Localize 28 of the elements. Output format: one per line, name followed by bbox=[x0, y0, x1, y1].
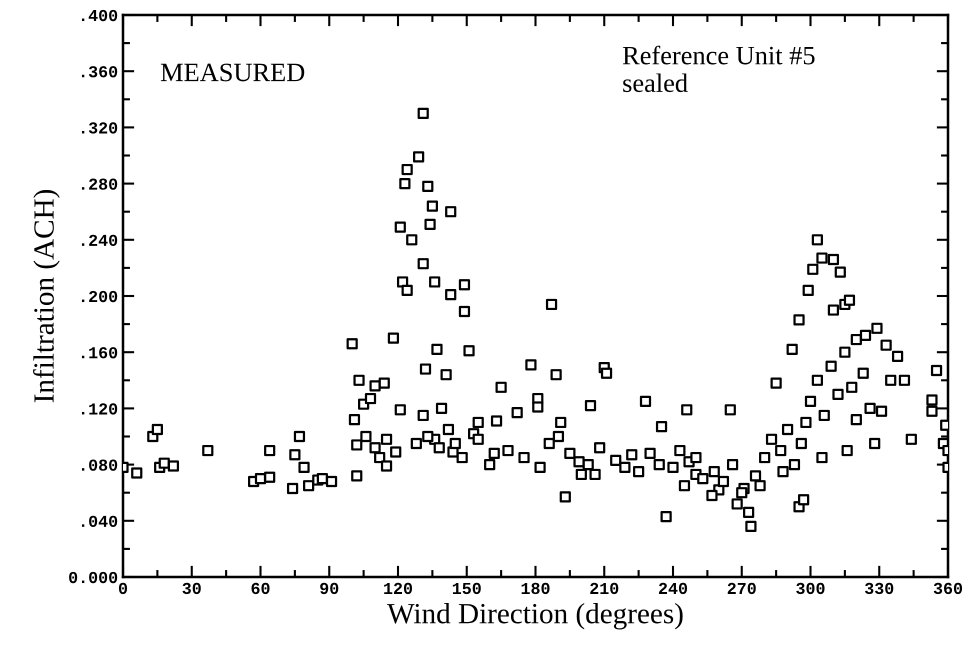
x-tick-label: 240 bbox=[658, 582, 688, 594]
y-tick-label: .120 bbox=[82, 403, 118, 415]
y-axis-title: Infiltration (ACH) bbox=[33, 190, 60, 402]
x-tick-label: 120 bbox=[384, 582, 412, 594]
y-tick-label: .080 bbox=[82, 459, 118, 471]
y-tick-label: .280 bbox=[82, 178, 118, 190]
x-tick-label: 180 bbox=[522, 582, 550, 594]
x-tick-label: 90 bbox=[320, 582, 338, 594]
x-tick-label: 360 bbox=[934, 582, 962, 594]
x-axis-title: Wind Direction (degrees) bbox=[387, 602, 683, 630]
y-tick-label: .360 bbox=[82, 66, 118, 78]
y-tick-label: .240 bbox=[82, 234, 118, 246]
y-tick-label: .160 bbox=[82, 347, 118, 358]
annotation: MEASURED bbox=[160, 64, 304, 82]
x-tick-label: 210 bbox=[590, 582, 618, 594]
y-tick-label: 0.000 bbox=[69, 572, 118, 584]
x-tick-label: 270 bbox=[728, 582, 756, 594]
y-tick-label: .200 bbox=[82, 290, 118, 302]
x-tick-label: 300 bbox=[796, 582, 825, 594]
x-tick-label: 60 bbox=[252, 582, 270, 594]
y-tick-label: .040 bbox=[82, 516, 118, 528]
x-tick-label: 30 bbox=[182, 582, 201, 594]
y-tick-label: .320 bbox=[82, 122, 118, 134]
annotation: Reference Unit #5 sealed bbox=[622, 46, 815, 92]
y-tick-label: .400 bbox=[82, 10, 118, 22]
x-tick-label: 0 bbox=[118, 582, 128, 594]
x-tick-label: 330 bbox=[865, 582, 894, 594]
x-tick-label: 150 bbox=[452, 582, 481, 594]
